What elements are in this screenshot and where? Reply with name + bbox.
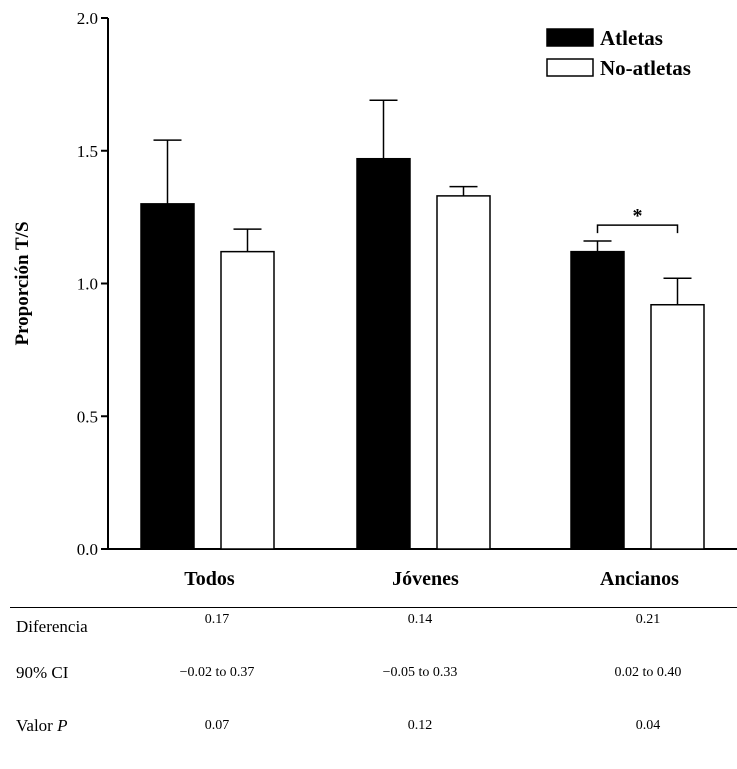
bar-no-atletas-0 bbox=[220, 250, 275, 550]
cell-diferencia-ancianos: 0.21 bbox=[635, 612, 661, 627]
row-label-valor-p: Valor P bbox=[16, 716, 67, 736]
legend-label-atletas: Atletas bbox=[600, 26, 663, 50]
row-label-diferencia: Diferencia bbox=[16, 617, 88, 636]
legend-swatch-no-atletas bbox=[546, 58, 594, 77]
y-tick-label: 0.5 bbox=[77, 407, 98, 426]
row-label-valor: Valor bbox=[16, 716, 58, 735]
significance-marker: * bbox=[633, 205, 643, 227]
y-tick-label: 1.5 bbox=[77, 142, 98, 161]
y-axis-title: Proporción T/S bbox=[12, 221, 33, 345]
cell-diferencia-jovenes: 0.14 bbox=[407, 612, 433, 627]
table-top-rule bbox=[10, 607, 737, 608]
cell-p-jovenes: 0.12 bbox=[407, 718, 433, 733]
bars: * bbox=[140, 99, 705, 550]
stats-table: Diferencia 0.17 0.14 0.21 90% CI −0.02 t… bbox=[0, 607, 737, 769]
cell-diferencia-todos: 0.17 bbox=[204, 612, 230, 627]
bar-chart: 0.0 0.5 1.0 1.5 2.0 Proporción T/S Todos Jóvene… bbox=[12, 9, 737, 590]
cell-p-ancianos: 0.04 bbox=[635, 718, 661, 733]
bar-no-atletas-1 bbox=[436, 195, 491, 550]
legend-label-no-atletas: No-atletas bbox=[600, 56, 691, 80]
y-tick-label: 0.0 bbox=[77, 540, 98, 559]
bar-atletas-1 bbox=[356, 157, 411, 550]
bar-no-atletas-2 bbox=[650, 303, 705, 550]
significance-bracket bbox=[596, 224, 679, 234]
row-label-90ci: 90% CI bbox=[16, 663, 69, 682]
x-category-label: Jóvenes bbox=[392, 568, 459, 590]
cell-ci-jovenes: −0.05 to 0.33 bbox=[382, 665, 458, 680]
cell-p-todos: 0.07 bbox=[204, 718, 230, 733]
x-category-label: Todos bbox=[184, 568, 235, 590]
cell-ci-todos: −0.02 to 0.37 bbox=[179, 665, 255, 680]
bar-atletas-2 bbox=[570, 250, 625, 550]
axes: 0.0 0.5 1.0 1.5 2.0 Proporción T/S Todos Jóvene… bbox=[12, 9, 737, 590]
cell-ci-ancianos: 0.02 to 0.40 bbox=[614, 665, 682, 680]
y-tick-label: 2.0 bbox=[77, 9, 98, 28]
row-label-p: P bbox=[57, 716, 68, 735]
legend-swatch-atletas bbox=[546, 28, 594, 47]
legend: Atletas No-atletas bbox=[546, 26, 691, 80]
x-category-label: Ancianos bbox=[600, 568, 679, 590]
bar-atletas-0 bbox=[140, 203, 195, 550]
y-tick-label: 1.0 bbox=[77, 275, 98, 294]
